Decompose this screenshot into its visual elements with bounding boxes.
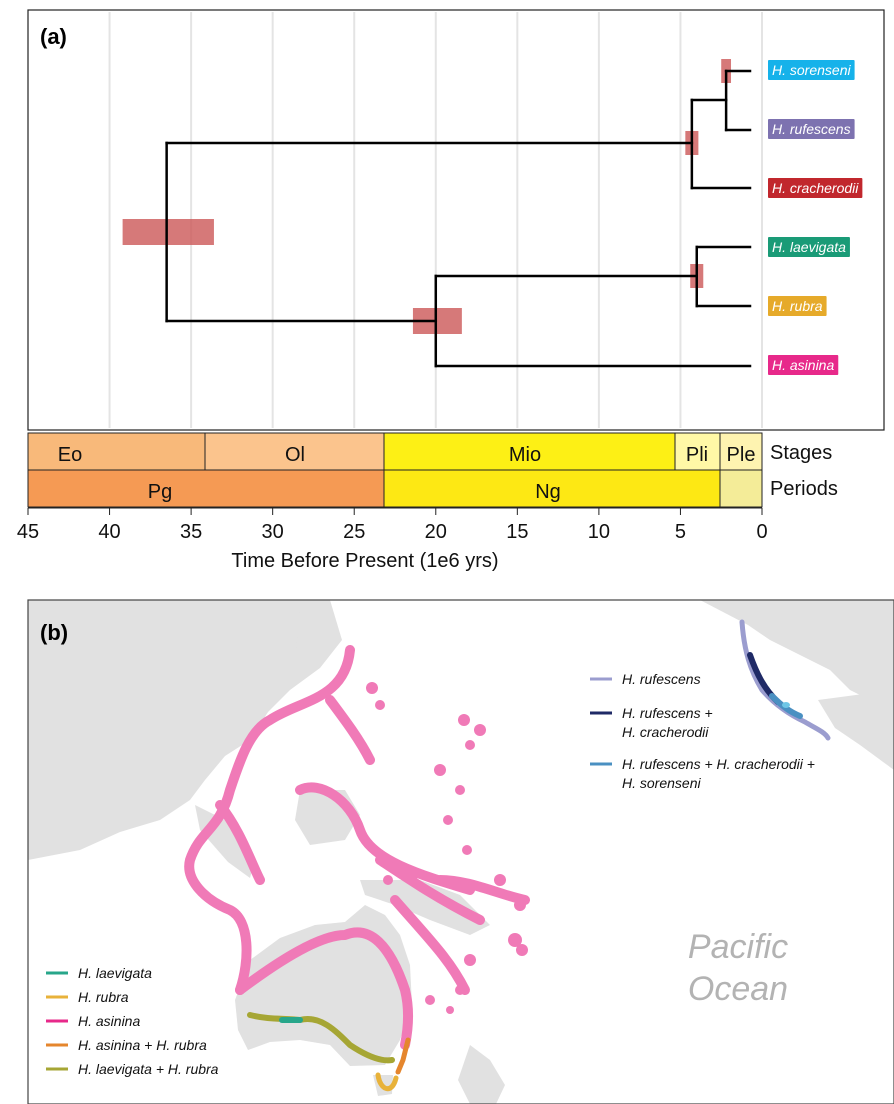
period-neogene xyxy=(383,469,721,508)
legend-label: H. rufescens + H. cracherodii + xyxy=(622,756,815,772)
panel-a: (a) H. sorenseni H. rufescens H. cracher… xyxy=(17,9,885,572)
tip-label-background xyxy=(768,178,863,198)
tip-label: H. laevigata xyxy=(772,239,846,255)
axis-ticks: 45 40 35 30 25 20 15 10 5 0 xyxy=(17,508,768,543)
legend-label: H. rufescens + xyxy=(622,705,713,721)
tip-label: H. rufescens xyxy=(772,121,851,137)
tip-labels: H. sorenseni H. rufescens H. cracherodii… xyxy=(768,60,863,375)
range-h-rufescens-plus-h-cracherodii-plus-h-sorenseni xyxy=(769,693,803,719)
node-uncertainty-bar xyxy=(122,219,214,245)
panel-b: (b) Pacific Ocean H. rufescens H. rufesc… xyxy=(27,599,894,1104)
phylogenetic-tree xyxy=(165,69,752,368)
period-label: Pg xyxy=(148,481,172,503)
period-paleogene xyxy=(27,469,385,508)
tip-h-rufescens: H. rufescens xyxy=(768,119,855,139)
legend-north-pacific: H. rufescens H. rufescens + H. cracherod… xyxy=(590,671,815,791)
legend-indo-pacific: H. laevigata H. rubra H. asinina H. asin… xyxy=(46,965,219,1077)
axis-tick-label: 35 xyxy=(180,521,202,543)
tip-label: H. sorenseni xyxy=(772,62,851,78)
new-guinea-landmass xyxy=(360,880,490,935)
range-h-asinina-islands xyxy=(366,682,528,1014)
tip-label: H. rubra xyxy=(772,298,823,314)
stage-label: Eo xyxy=(58,444,82,466)
range-h-laevigata-plus-h-rubra xyxy=(247,1012,395,1064)
time-axis: 45 40 35 30 25 20 15 10 5 0 Time Before Present (… xyxy=(17,507,768,572)
axis-tick-label: 25 xyxy=(343,521,365,543)
stage-pleistocene xyxy=(719,432,763,471)
panel-a-label: (a) xyxy=(40,24,67,49)
legend-label: H. laevigata xyxy=(78,965,152,981)
panel-b-label: (b) xyxy=(40,620,68,645)
periods-row-label: Periods xyxy=(770,478,838,500)
tip-label-background xyxy=(768,296,827,316)
tip-label-background xyxy=(768,237,850,257)
axis-tick-label: 0 xyxy=(756,521,767,543)
range-h-asinina xyxy=(184,645,530,1050)
legend-label: H. cracherodii xyxy=(622,724,709,740)
tip-label: H. asinina xyxy=(772,357,834,373)
axis-tick-label: 20 xyxy=(425,521,447,543)
central-america-landmass xyxy=(818,690,894,770)
tip-h-cracherodii: H. cracherodii xyxy=(768,178,863,198)
panel-b-frame xyxy=(27,599,894,1104)
range-h-asinina-plus-h-rubra xyxy=(395,1037,411,1075)
new-zealand-landmass xyxy=(458,1045,505,1104)
stages-row-label: Stages xyxy=(770,442,832,464)
stage-oligocene xyxy=(204,432,385,471)
tip-h-rubra: H. rubra xyxy=(768,296,827,316)
australia-landmass xyxy=(235,905,412,1066)
axis-label: Time Before Present (1e6 yrs) xyxy=(231,550,498,572)
land-masses xyxy=(28,600,894,1104)
axis-tick-label: 45 xyxy=(17,521,39,543)
north-america-landmass xyxy=(700,600,894,700)
japan-landmass xyxy=(286,610,322,686)
geologic-timescale xyxy=(27,432,763,508)
legend-label: H. sorenseni xyxy=(622,775,701,791)
legend-label: H. rubra xyxy=(78,989,129,1005)
stage-label: Mio xyxy=(509,444,541,466)
ocean-label: Pacific Ocean xyxy=(688,928,788,1008)
legend-label: H. laevigata + H. rubra xyxy=(78,1061,219,1077)
tip-label-background xyxy=(768,119,855,139)
axis-tick-label: 30 xyxy=(262,521,284,543)
stage-label: Ol xyxy=(285,444,305,466)
period-label: Ng xyxy=(535,481,561,503)
ocean-label-line: Pacific xyxy=(688,928,788,966)
time-gridlines xyxy=(108,12,763,428)
tip-label: H. cracherodii xyxy=(772,180,859,196)
tip-label-background xyxy=(768,60,855,80)
axis-tick-label: 40 xyxy=(98,521,120,543)
tip-h-asinina: H. asinina xyxy=(768,355,839,375)
tip-label-background xyxy=(768,355,839,375)
asia-landmass xyxy=(28,600,342,860)
stage-eocene xyxy=(27,432,206,471)
range-island-sorenseni xyxy=(782,702,790,708)
tip-h-laevigata: H. laevigata xyxy=(768,237,850,257)
ocean-label-line: Ocean xyxy=(688,970,788,1008)
stage-label: Pli xyxy=(686,444,708,466)
stage-label: Ple xyxy=(727,444,756,466)
legend-label: H. rufescens xyxy=(622,671,701,687)
range-h-rubra xyxy=(375,1072,399,1091)
stage-miocene xyxy=(383,432,676,471)
axis-tick-label: 5 xyxy=(675,521,686,543)
axis-tick-label: 15 xyxy=(506,521,528,543)
legend-label: H. asinina xyxy=(78,1013,140,1029)
legend-label: H. asinina + H. rubra xyxy=(78,1037,207,1053)
axis-tick-label: 10 xyxy=(588,521,610,543)
tip-h-sorenseni: H. sorenseni xyxy=(768,60,855,80)
period-quaternary xyxy=(719,469,763,508)
